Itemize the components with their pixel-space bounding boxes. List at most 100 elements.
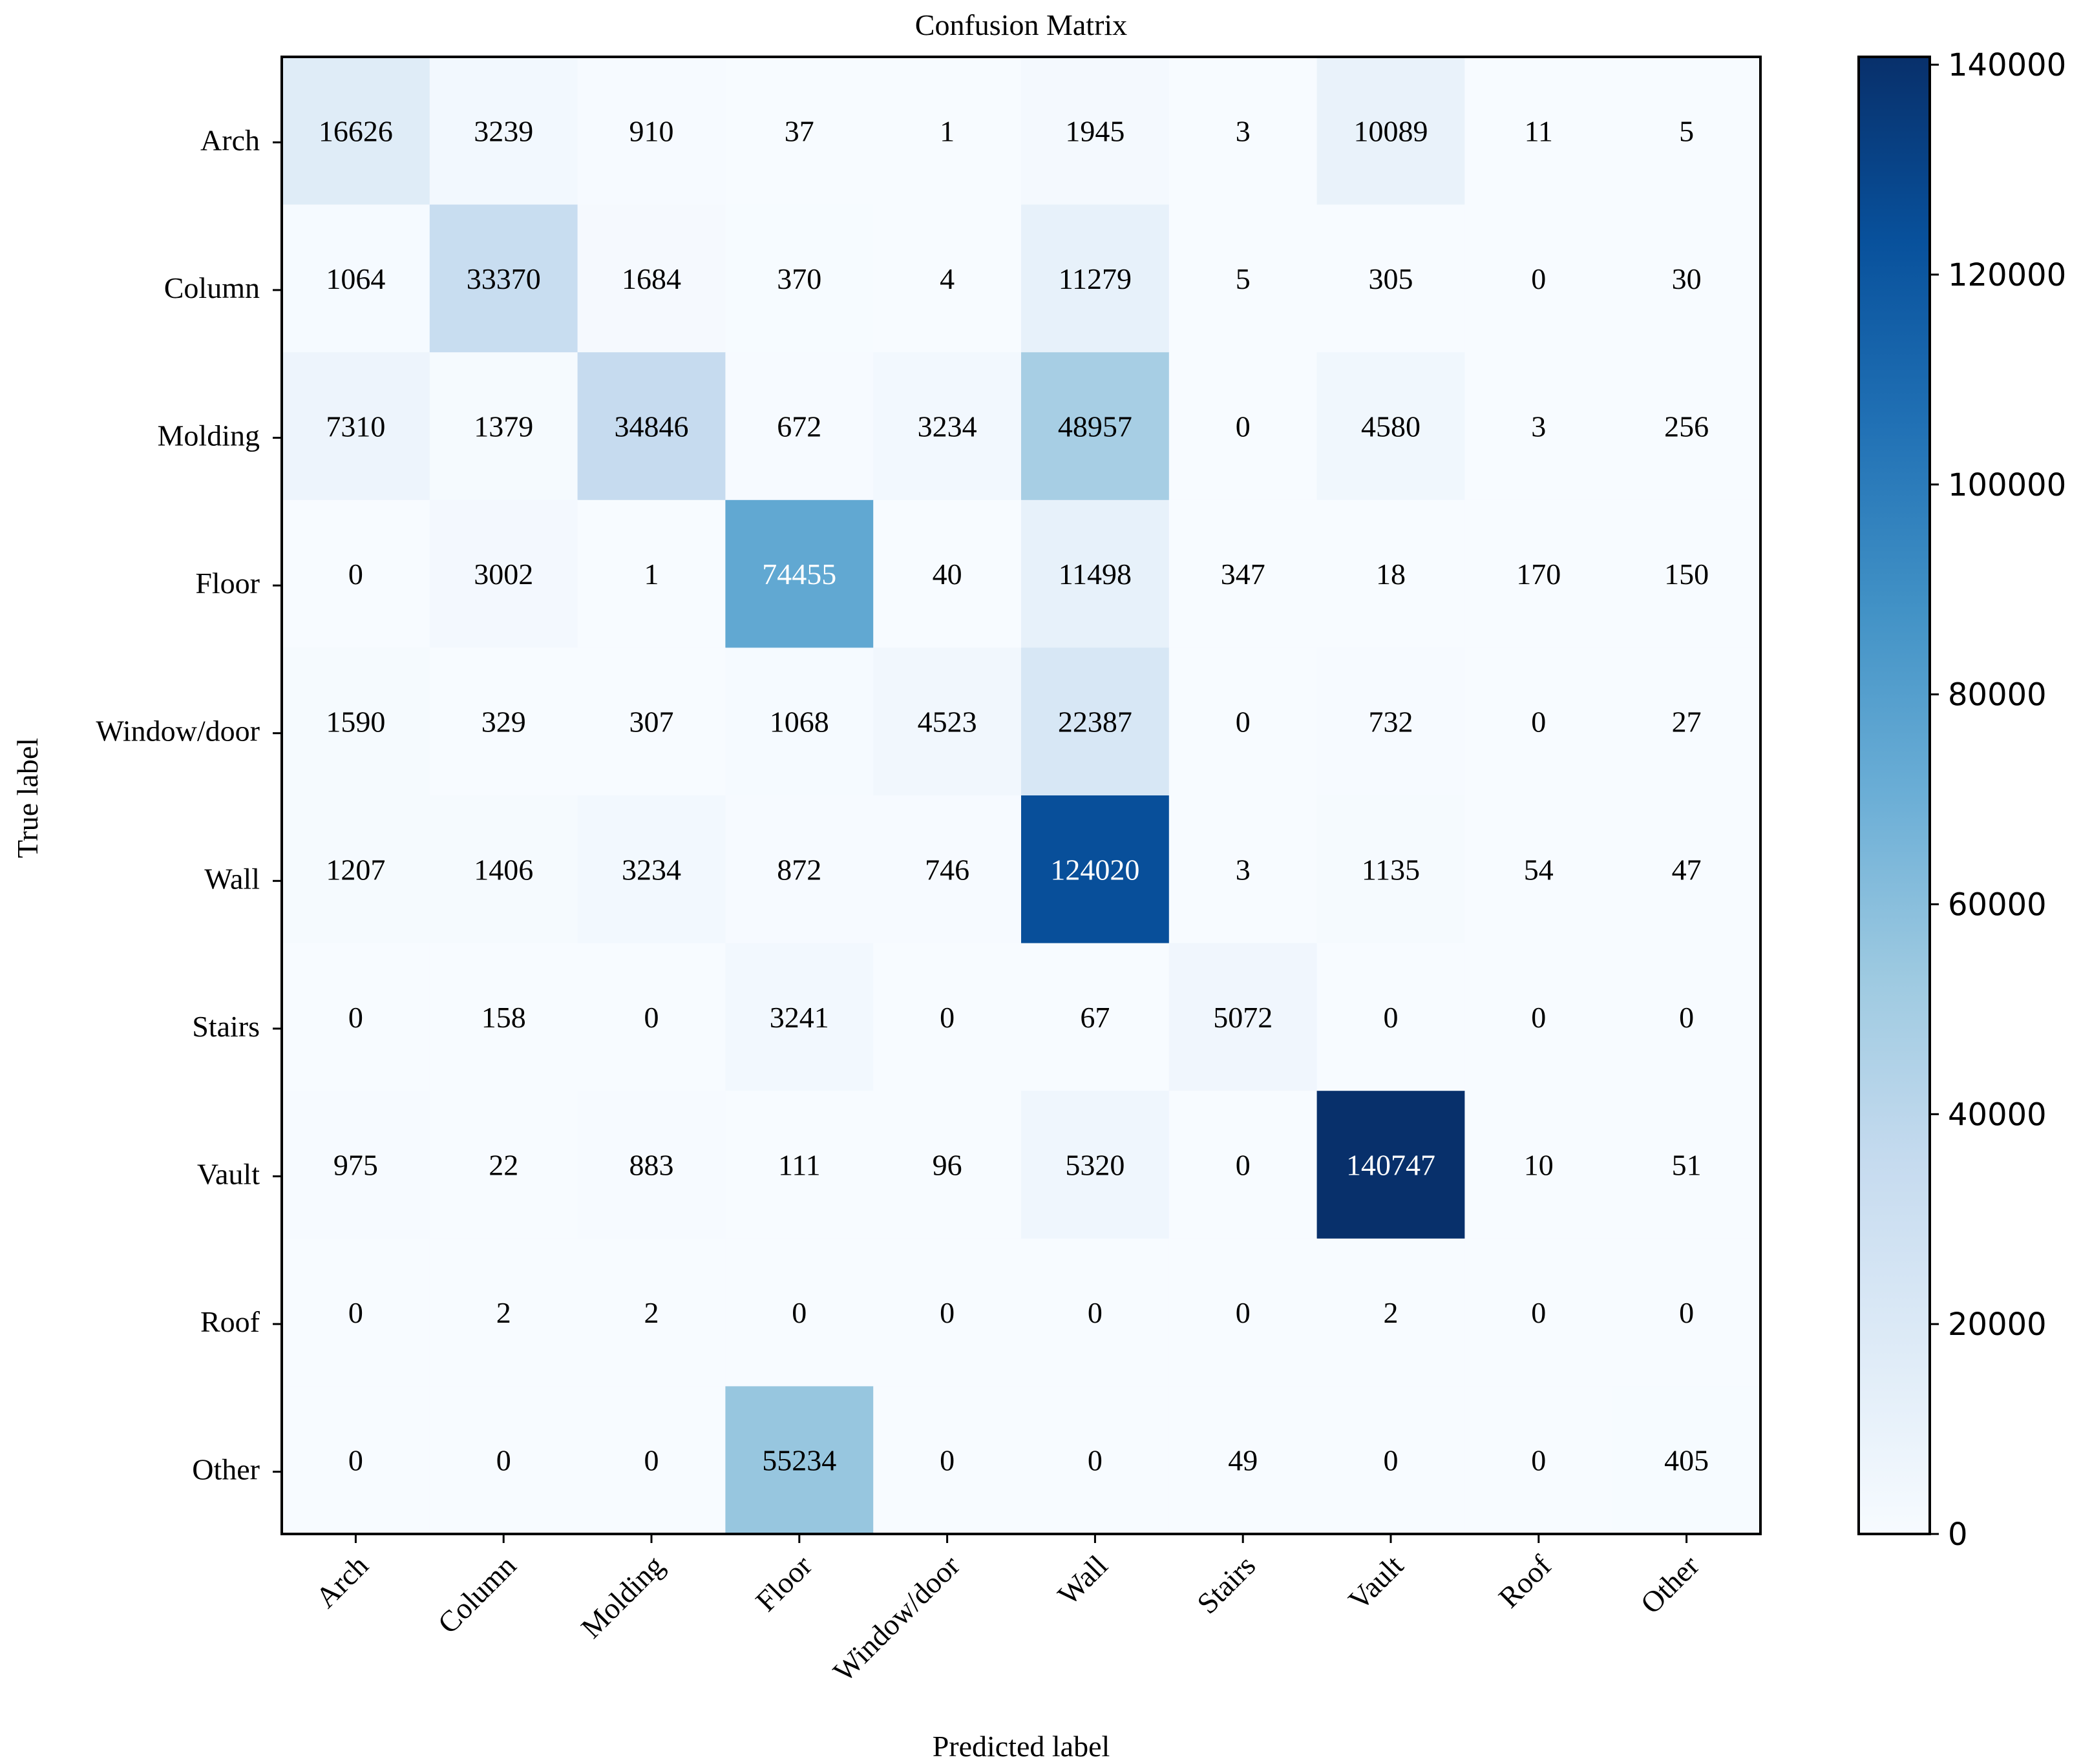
cell-value-label: 0 xyxy=(940,1296,955,1329)
cell-value-label: 0 xyxy=(940,1444,955,1477)
cell-value-label: 872 xyxy=(777,853,821,886)
heatmap-cell xyxy=(1316,1238,1465,1387)
heatmap-cell xyxy=(1316,352,1465,501)
cell-value-label: 96 xyxy=(933,1149,962,1182)
heatmap-cell xyxy=(1612,499,1761,648)
cell-value-label: 370 xyxy=(777,262,821,295)
cell-value-label: 1064 xyxy=(326,262,385,295)
heatmap-cell xyxy=(1168,1386,1318,1535)
heatmap-cell xyxy=(1021,352,1170,501)
cell-value-label: 2 xyxy=(1384,1296,1399,1329)
cell-value-label: 0 xyxy=(1236,1149,1251,1182)
x-axis-label: Predicted label xyxy=(933,1730,1110,1763)
heatmap-cell xyxy=(282,1091,430,1239)
heatmap-cell xyxy=(1168,795,1318,944)
cell-value-label: 140747 xyxy=(1346,1149,1435,1182)
cell-value-label: 1684 xyxy=(622,262,681,295)
heatmap-cell xyxy=(1316,1091,1465,1239)
cell-value-label: 111 xyxy=(778,1149,821,1182)
heatmap-cell xyxy=(1464,57,1613,205)
heatmap-cell xyxy=(282,57,430,205)
cell-value-label: 1068 xyxy=(770,706,829,739)
heatmap-cell xyxy=(429,57,578,205)
cell-value-label: 34846 xyxy=(615,410,689,443)
heatmap-cell xyxy=(873,1091,1022,1239)
heatmap-cell xyxy=(1168,647,1318,796)
heatmap-cell xyxy=(1021,943,1170,1091)
heatmap-cell xyxy=(429,1238,578,1387)
heatmap-cell xyxy=(1316,795,1465,944)
y-tick-label: Vault xyxy=(197,1158,260,1191)
cell-value-label: 0 xyxy=(792,1296,807,1329)
x-tick-label: Wall xyxy=(1051,1549,1114,1612)
heatmap-cell xyxy=(1612,1386,1761,1535)
cell-value-label: 0 xyxy=(1088,1296,1103,1329)
cell-value-label: 3239 xyxy=(474,114,533,147)
y-tick-label: Floor xyxy=(195,567,260,600)
heatmap-cell xyxy=(429,352,578,501)
cell-value-label: 33370 xyxy=(467,262,541,295)
cell-value-label: 910 xyxy=(629,114,674,147)
cell-value-label: 51 xyxy=(1672,1149,1702,1182)
cell-value-label: 74455 xyxy=(762,558,836,591)
colorbar-tick-label: 140000 xyxy=(1948,47,2066,83)
cell-value-label: 0 xyxy=(348,1001,363,1034)
heatmap-cell xyxy=(725,1386,874,1535)
heatmap-cell xyxy=(1612,1091,1761,1239)
heatmap-cell xyxy=(873,795,1022,944)
cell-value-label: 0 xyxy=(1384,1001,1399,1034)
heatmap-cell xyxy=(873,647,1022,796)
cell-value-label: 0 xyxy=(1531,706,1546,739)
heatmap-cell xyxy=(1168,1091,1318,1239)
heatmap-cell xyxy=(873,943,1022,1091)
cell-value-label: 22387 xyxy=(1058,706,1132,739)
cell-value-label: 0 xyxy=(940,1001,955,1034)
heatmap-cell xyxy=(429,1386,578,1535)
heatmap-cell xyxy=(1464,1091,1613,1239)
cell-value-label: 1945 xyxy=(1065,114,1125,147)
heatmap-cell xyxy=(873,1238,1022,1387)
cell-value-label: 3 xyxy=(1236,114,1251,147)
y-tick-label: Roof xyxy=(200,1305,260,1338)
cell-value-label: 1 xyxy=(940,114,955,147)
heatmap-cell xyxy=(1168,943,1318,1091)
cell-value-label: 1406 xyxy=(474,853,533,886)
heatmap-cell xyxy=(1316,204,1465,353)
heatmap-cell xyxy=(282,1386,430,1535)
cell-value-label: 11279 xyxy=(1059,262,1132,295)
x-tick-label: Column xyxy=(431,1549,522,1640)
cell-value-label: 0 xyxy=(1679,1001,1694,1034)
heatmap-cell xyxy=(1168,204,1318,353)
cell-value-label: 0 xyxy=(496,1444,511,1477)
cell-value-label: 672 xyxy=(777,410,821,443)
cell-value-label: 0 xyxy=(1384,1444,1399,1477)
heatmap-cell xyxy=(282,499,430,648)
heatmap-cell xyxy=(1168,499,1318,648)
cell-value-label: 0 xyxy=(1236,410,1251,443)
heatmap-cell xyxy=(1168,1238,1318,1387)
cell-value-label: 11498 xyxy=(1059,558,1132,591)
heatmap-cell xyxy=(1464,352,1613,501)
cell-value-label: 48957 xyxy=(1058,410,1132,443)
cell-value-label: 3 xyxy=(1236,853,1251,886)
heatmap-cell xyxy=(429,499,578,648)
cell-value-label: 10 xyxy=(1524,1149,1554,1182)
heatmap-cell xyxy=(1464,1386,1613,1535)
y-tick-label: Window/door xyxy=(96,715,260,748)
heatmap-cell xyxy=(725,1238,874,1387)
heatmap-cell xyxy=(873,352,1022,501)
heatmap-cell xyxy=(577,795,726,944)
heatmap-cell xyxy=(577,943,726,1091)
x-tick-label: Floor xyxy=(749,1549,818,1618)
heatmap-cell xyxy=(1021,1091,1170,1239)
heatmap-cell xyxy=(282,352,430,501)
cell-value-label: 0 xyxy=(348,558,363,591)
cell-value-label: 5 xyxy=(1236,262,1251,295)
heatmap-cell xyxy=(1021,204,1170,353)
cell-value-label: 405 xyxy=(1664,1444,1709,1477)
cell-value-label: 3234 xyxy=(918,410,977,443)
heatmap-cell xyxy=(282,943,430,1091)
heatmap-cell xyxy=(1612,943,1761,1091)
